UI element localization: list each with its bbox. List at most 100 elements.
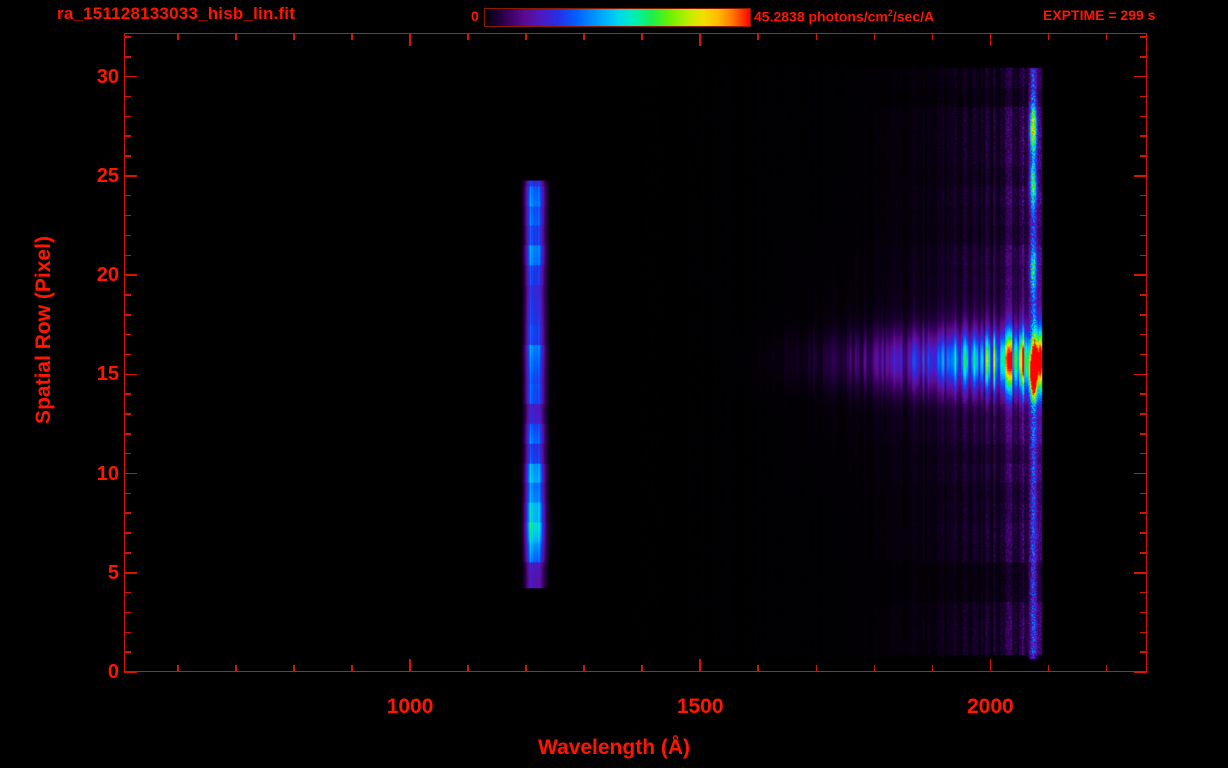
x-tick-minor-top: [641, 33, 643, 40]
x-tick-minor-top: [815, 33, 817, 40]
colorbar-units-suffix: /sec/A: [892, 8, 935, 25]
y-tick-label: 25: [96, 164, 119, 187]
y-tick-minor: [124, 214, 131, 217]
x-tick-major: [409, 659, 411, 672]
x-tick-minor: [583, 665, 585, 672]
x-axis-title: Wavelength (Å): [537, 736, 691, 759]
x-tick-minor: [525, 665, 527, 672]
x-tick-minor: [757, 665, 759, 672]
y-tick-label: 10: [96, 462, 119, 485]
y-axis-title: Spatial Row (Pixel): [32, 236, 55, 424]
y-tick-minor-right: [1140, 492, 1147, 495]
x-tick-minor-top: [235, 33, 237, 40]
y-tick-major: [124, 671, 137, 673]
y-tick-major-right: [1134, 572, 1147, 574]
x-tick-major-top: [989, 33, 992, 46]
y-tick-minor-right: [1140, 512, 1147, 514]
y-tick-minor-right: [1140, 353, 1147, 356]
plot-frame: [124, 33, 1147, 672]
x-tick-minor-top: [931, 33, 934, 40]
y-tick-minor: [124, 155, 131, 157]
y-tick-label: 15: [96, 363, 119, 386]
y-tick-minor-right: [1140, 115, 1147, 118]
y-tick-minor-right: [1140, 214, 1147, 217]
y-tick-major-right: [1134, 75, 1147, 78]
x-tick-minor-top: [293, 33, 295, 40]
y-tick-minor-right: [1140, 333, 1147, 336]
y-tick-minor-right: [1140, 135, 1147, 137]
y-tick-major-right: [1134, 671, 1147, 673]
colorbar-min-label: 0: [471, 8, 479, 24]
colorbar-max-label: 45.2838 photons/cm2/sec/A: [754, 8, 934, 25]
y-tick-minor-right: [1140, 155, 1147, 157]
y-tick-minor: [124, 294, 131, 296]
y-tick-minor-right: [1140, 234, 1147, 237]
x-tick-minor: [467, 665, 469, 672]
x-tick-major-top: [409, 33, 411, 46]
y-tick-minor-right: [1140, 413, 1147, 415]
y-tick-minor: [124, 591, 131, 594]
y-tick-minor-right: [1140, 393, 1147, 395]
page-title: ra_151128133033_hisb_lin.fit: [57, 4, 296, 23]
y-tick-major: [124, 175, 137, 177]
x-tick-minor: [815, 665, 817, 672]
y-tick-minor: [124, 433, 131, 435]
y-tick-minor: [124, 512, 131, 514]
y-tick-minor: [124, 452, 131, 455]
y-tick-minor: [124, 651, 131, 653]
y-tick-minor: [124, 314, 131, 316]
y-tick-minor-right: [1140, 294, 1147, 296]
y-tick-major: [124, 572, 137, 574]
y-tick-minor: [124, 194, 131, 197]
y-tick-minor-right: [1140, 591, 1147, 594]
x-tick-minor-top: [1105, 33, 1108, 40]
y-tick-minor: [124, 115, 131, 118]
x-tick-minor: [641, 665, 643, 672]
y-tick-minor: [124, 333, 131, 336]
colorbar: [484, 8, 751, 27]
y-tick-minor: [124, 36, 131, 38]
x-tick-label: 1500: [676, 695, 724, 718]
x-tick-minor-top: [525, 33, 527, 40]
y-tick-major-right: [1134, 472, 1147, 475]
x-tick-minor-top: [467, 33, 469, 40]
x-tick-minor-top: [583, 33, 585, 40]
y-tick-minor: [124, 353, 131, 356]
y-tick-minor-right: [1140, 452, 1147, 455]
y-tick-major-right: [1134, 274, 1147, 276]
y-tick-major: [124, 472, 137, 475]
y-tick-minor: [124, 254, 131, 256]
y-tick-minor-right: [1140, 95, 1147, 98]
x-tick-minor-top: [1047, 33, 1050, 40]
y-tick-minor: [124, 631, 131, 634]
y-tick-label: 0: [107, 661, 119, 683]
x-tick-minor: [1105, 665, 1108, 672]
y-tick-major-right: [1134, 175, 1147, 177]
x-tick-major: [699, 659, 701, 672]
colorbar-max-value: 45.2838: [754, 8, 805, 25]
y-tick-minor: [124, 413, 131, 415]
y-tick-label: 30: [96, 65, 119, 88]
y-tick-minor: [124, 492, 131, 495]
spectral-image-canvas: [125, 34, 1146, 671]
x-tick-minor: [931, 665, 934, 672]
y-tick-label: 5: [107, 561, 119, 584]
y-tick-minor: [124, 56, 131, 58]
y-tick-minor-right: [1140, 194, 1147, 197]
y-tick-minor-right: [1140, 611, 1147, 614]
y-tick-minor-right: [1140, 552, 1147, 554]
y-tick-minor: [124, 135, 131, 137]
x-tick-label: 1000: [386, 695, 434, 718]
x-tick-minor-top: [757, 33, 759, 40]
x-tick-label: 2000: [966, 695, 1014, 718]
x-tick-minor: [293, 665, 295, 672]
y-tick-minor: [124, 611, 131, 614]
x-tick-major: [989, 659, 992, 672]
x-tick-minor: [235, 665, 237, 672]
y-tick-minor-right: [1140, 56, 1147, 58]
y-tick-minor-right: [1140, 631, 1147, 634]
exptime-label: EXPTIME = 299 s: [1043, 7, 1156, 23]
y-tick-minor: [124, 532, 131, 534]
y-tick-minor-right: [1140, 433, 1147, 435]
